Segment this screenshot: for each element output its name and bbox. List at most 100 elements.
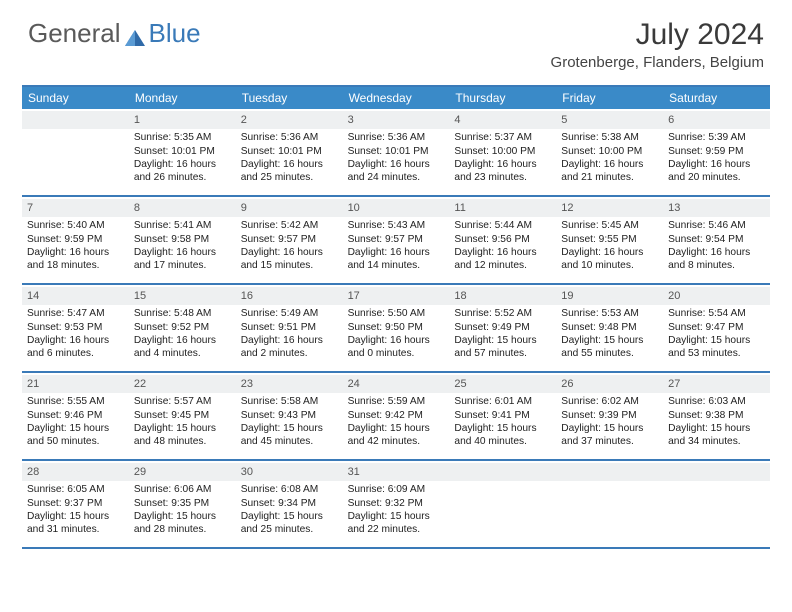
- day-info-line: Sunrise: 5:42 AM: [241, 219, 338, 232]
- day-cell: 7 Sunrise: 5:40 AMSunset: 9:59 PMDaylight…: [22, 197, 129, 283]
- day-number: 12: [556, 199, 663, 217]
- day-number: 11: [449, 199, 556, 217]
- day-cell: 11 Sunrise: 5:44 AMSunset: 9:56 PMDayligh…: [449, 197, 556, 283]
- day-info-line: Sunset: 9:50 PM: [348, 321, 445, 334]
- day-cell: 10Sunrise: 5:43 AMSunset: 9:57 PMDayligh…: [343, 197, 450, 283]
- day-info-line: Sunset: 9:46 PM: [27, 409, 124, 422]
- day-info-line: and 18 minutes.: [27, 259, 124, 272]
- day-info-line: Daylight: 15 hours: [241, 510, 338, 523]
- day-info-line: Sunrise: 5:50 AM: [348, 307, 445, 320]
- day-number: 30: [236, 463, 343, 481]
- day-info-line: Daylight: 16 hours: [241, 334, 338, 347]
- day-info-line: Sunset: 9:38 PM: [668, 409, 765, 422]
- header: General Blue July 2024 Grotenberge, Flan…: [0, 0, 792, 77]
- dow-label: Friday: [556, 87, 663, 109]
- day-info-line: Sunrise: 5:55 AM: [27, 395, 124, 408]
- day-cell: [22, 109, 129, 195]
- day-cell: 23Sunrise: 5:58 AMSunset: 9:43 PMDayligh…: [236, 373, 343, 459]
- day-info-line: Sunrise: 6:06 AM: [134, 483, 231, 496]
- dow-label: Monday: [129, 87, 236, 109]
- day-number: 7: [22, 199, 129, 217]
- day-info-line: Daylight: 16 hours: [27, 334, 124, 347]
- day-info-line: Sunset: 10:00 PM: [454, 145, 551, 158]
- day-info-line: Sunrise: 5:36 AM: [348, 131, 445, 144]
- day-info-line: Sunset: 9:43 PM: [241, 409, 338, 422]
- day-info-line: Sunset: 9:53 PM: [27, 321, 124, 334]
- day-cell: [449, 461, 556, 547]
- day-info-line: Daylight: 16 hours: [27, 246, 124, 259]
- day-info-line: Sunset: 9:34 PM: [241, 497, 338, 510]
- day-info-line: Sunset: 9:48 PM: [561, 321, 658, 334]
- day-info-line: Sunset: 9:59 PM: [27, 233, 124, 246]
- day-cell: 22Sunrise: 5:57 AMSunset: 9:45 PMDayligh…: [129, 373, 236, 459]
- day-info-line: Sunrise: 5:58 AM: [241, 395, 338, 408]
- day-number: 27: [663, 375, 770, 393]
- day-cell: 13Sunrise: 5:46 AMSunset: 9:54 PMDayligh…: [663, 197, 770, 283]
- day-number: 13: [663, 199, 770, 217]
- day-number: 1: [129, 111, 236, 129]
- day-info-line: and 55 minutes.: [561, 347, 658, 360]
- day-info-line: and 10 minutes.: [561, 259, 658, 272]
- day-info-line: Sunset: 9:57 PM: [348, 233, 445, 246]
- day-info-line: Daylight: 16 hours: [241, 246, 338, 259]
- day-info-line: Sunrise: 5:46 AM: [668, 219, 765, 232]
- day-number: 9: [236, 199, 343, 217]
- day-cell: 5Sunrise: 5:38 AMSunset: 10:00 PMDayligh…: [556, 109, 663, 195]
- day-cell: 31Sunrise: 6:09 AMSunset: 9:32 PMDayligh…: [343, 461, 450, 547]
- dow-label: Thursday: [449, 87, 556, 109]
- day-info-line: Daylight: 15 hours: [454, 422, 551, 435]
- week-row: 14Sunrise: 5:47 AMSunset: 9:53 PMDayligh…: [22, 285, 770, 373]
- day-info-line: Sunset: 9:56 PM: [454, 233, 551, 246]
- day-info-line: and 45 minutes.: [241, 435, 338, 448]
- location: Grotenberge, Flanders, Belgium: [551, 54, 764, 71]
- day-info-line: and 2 minutes.: [241, 347, 338, 360]
- weeks-container: 1Sunrise: 5:35 AMSunset: 10:01 PMDayligh…: [22, 109, 770, 549]
- day-info-line: Sunset: 10:01 PM: [241, 145, 338, 158]
- day-info-line: Sunset: 9:32 PM: [348, 497, 445, 510]
- day-info-line: Daylight: 16 hours: [668, 158, 765, 171]
- day-number: 22: [129, 375, 236, 393]
- day-info-line: Sunrise: 5:48 AM: [134, 307, 231, 320]
- day-number: 20: [663, 287, 770, 305]
- day-info-line: Daylight: 15 hours: [134, 510, 231, 523]
- day-info-line: Daylight: 15 hours: [348, 510, 445, 523]
- day-info-line: Daylight: 15 hours: [27, 510, 124, 523]
- day-info-line: and 8 minutes.: [668, 259, 765, 272]
- brand-part1: General: [28, 18, 121, 49]
- day-info-line: and 31 minutes.: [27, 523, 124, 536]
- day-info-line: and 6 minutes.: [27, 347, 124, 360]
- day-info-line: Daylight: 15 hours: [348, 422, 445, 435]
- day-info-line: Daylight: 16 hours: [134, 246, 231, 259]
- day-info-line: Sunrise: 5:44 AM: [454, 219, 551, 232]
- day-cell: 4Sunrise: 5:37 AMSunset: 10:00 PMDayligh…: [449, 109, 556, 195]
- day-info-line: Sunrise: 6:03 AM: [668, 395, 765, 408]
- dow-label: Sunday: [22, 87, 129, 109]
- day-info-line: Daylight: 16 hours: [454, 246, 551, 259]
- day-cell: [663, 461, 770, 547]
- dow-label: Wednesday: [343, 87, 450, 109]
- day-info-line: and 25 minutes.: [241, 171, 338, 184]
- day-info-line: Sunrise: 5:40 AM: [27, 219, 124, 232]
- day-info-line: Daylight: 15 hours: [27, 422, 124, 435]
- day-info-line: Daylight: 16 hours: [348, 334, 445, 347]
- dow-label: Saturday: [663, 87, 770, 109]
- day-info-line: Sunrise: 5:53 AM: [561, 307, 658, 320]
- day-info-line: Daylight: 16 hours: [561, 158, 658, 171]
- day-info-line: Sunrise: 5:38 AM: [561, 131, 658, 144]
- day-cell: 16Sunrise: 5:49 AMSunset: 9:51 PMDayligh…: [236, 285, 343, 371]
- day-info-line: and 15 minutes.: [241, 259, 338, 272]
- day-info-line: and 50 minutes.: [27, 435, 124, 448]
- day-info-line: Sunrise: 5:45 AM: [561, 219, 658, 232]
- day-info-line: Daylight: 16 hours: [241, 158, 338, 171]
- day-info-line: and 25 minutes.: [241, 523, 338, 536]
- day-info-line: Sunset: 10:00 PM: [561, 145, 658, 158]
- day-info-line: Sunrise: 6:05 AM: [27, 483, 124, 496]
- day-number: [663, 463, 770, 481]
- day-info-line: and 23 minutes.: [454, 171, 551, 184]
- day-info-line: and 53 minutes.: [668, 347, 765, 360]
- day-number: [556, 463, 663, 481]
- day-number: 15: [129, 287, 236, 305]
- day-info-line: Sunset: 9:47 PM: [668, 321, 765, 334]
- day-info-line: Sunset: 9:42 PM: [348, 409, 445, 422]
- day-number: 16: [236, 287, 343, 305]
